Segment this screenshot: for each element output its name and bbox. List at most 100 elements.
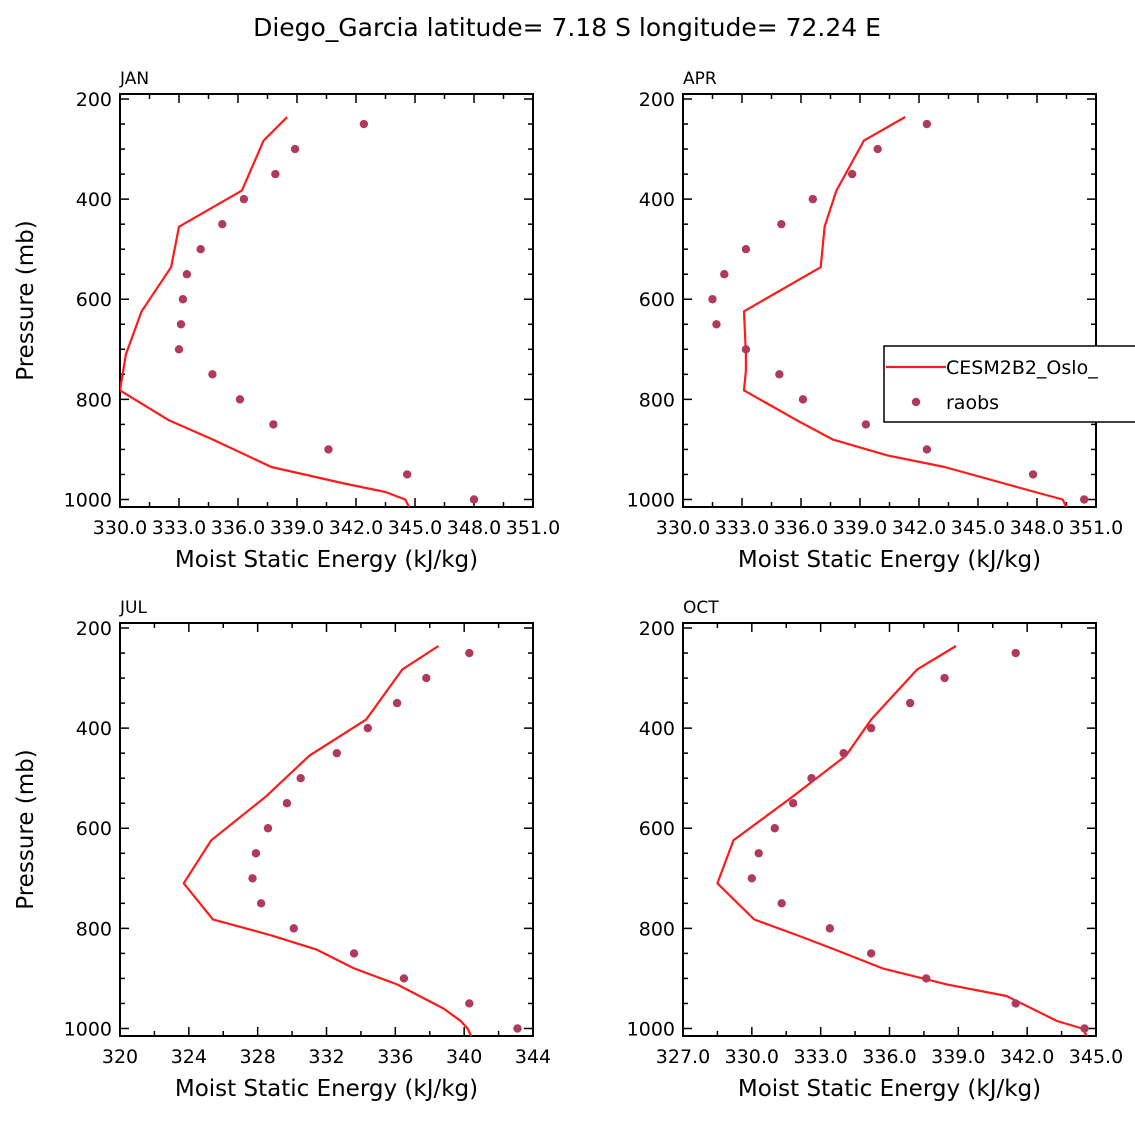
x-tick-label: 339.0	[270, 517, 324, 539]
x-axis-label: Moist Static Energy (kJ/kg)	[175, 1076, 478, 1102]
raobs-point	[349, 949, 359, 958]
raobs-point	[798, 395, 808, 404]
model-line	[120, 116, 411, 507]
y-tick-label: 1000	[64, 1018, 112, 1040]
x-tick-label: 342.0	[1000, 1046, 1054, 1068]
x-tick-label: 342.0	[892, 517, 946, 539]
raobs-point	[392, 698, 402, 708]
raobs-point	[777, 899, 786, 908]
y-tick-label: 600	[639, 289, 675, 311]
raobs-point	[248, 874, 257, 883]
x-axis-label: Moist Static Energy (kJ/kg)	[738, 547, 1041, 573]
plot-frame	[682, 622, 1097, 1037]
y-tick-label: 600	[639, 818, 675, 840]
raobs-point	[196, 244, 205, 254]
x-tick-label: 339.0	[833, 517, 887, 539]
raobs-point	[402, 470, 412, 479]
raobs-point	[469, 495, 479, 504]
x-tick-label: 340	[446, 1046, 482, 1068]
raobs-point	[873, 144, 882, 154]
model-line	[716, 645, 1088, 1036]
raobs-point	[720, 270, 729, 279]
raobs-point	[513, 1024, 522, 1033]
plot-area	[716, 645, 1088, 1036]
plot-area	[120, 116, 411, 507]
y-axis-label: Pressure (mb)	[13, 220, 39, 380]
raobs-point	[839, 748, 848, 758]
x-tick-label: 328	[240, 1046, 276, 1068]
raobs-point	[324, 445, 333, 454]
x-tick-label: 336	[377, 1046, 413, 1068]
x-tick-label: 332	[308, 1046, 344, 1068]
panel-label: JUL	[119, 598, 147, 618]
raobs-point	[712, 320, 721, 329]
raobs-point	[271, 169, 280, 179]
raobs-point	[808, 194, 817, 204]
y-tick-label: 1000	[627, 1018, 675, 1040]
figure-title: Diego_Garcia latitude= 7.18 S longitude=…	[253, 13, 881, 42]
raobs-point	[332, 748, 342, 758]
x-axis-label: Moist Static Energy (kJ/kg)	[175, 547, 478, 573]
raobs-point	[289, 924, 299, 933]
raobs-point	[174, 345, 184, 354]
raobs-point	[775, 370, 784, 379]
raobs-point	[178, 295, 188, 304]
raobs-point	[208, 370, 217, 379]
raobs-point	[922, 974, 931, 983]
y-tick-label: 400	[76, 718, 112, 740]
raobs-point	[269, 420, 278, 429]
raobs-point	[399, 974, 409, 983]
raobs-point	[256, 899, 266, 908]
raobs-point	[866, 949, 876, 958]
raobs-point	[359, 119, 369, 129]
chart-panel-oct: OCT 200 400 600 800 1000 327.0 330.0 333.0 336.0 3…	[627, 598, 1124, 1102]
x-tick-label: 333.0	[152, 517, 206, 539]
x-tick-label: 342.0	[329, 517, 383, 539]
plot-frame	[682, 93, 1097, 508]
raobs-point	[251, 849, 261, 858]
legend-point-swatch	[911, 397, 921, 407]
raobs-point	[788, 799, 798, 808]
x-tick-label: 345.0	[951, 517, 1005, 539]
plot-frame	[119, 622, 534, 1037]
raobs-point	[1080, 1024, 1089, 1033]
x-tick-label: 320	[102, 1046, 138, 1068]
y-tick-label: 400	[76, 189, 112, 211]
x-tick-label: 327.0	[656, 1046, 710, 1068]
x-tick-label: 330.0	[725, 1046, 779, 1068]
y-tick-label: 800	[639, 389, 675, 411]
legend-model-label: CESM2B2_Oslo_	[946, 357, 1098, 379]
raobs-point	[263, 824, 273, 833]
x-tick-label: 345.0	[1069, 1046, 1123, 1068]
raobs-point	[290, 144, 300, 154]
y-tick-label: 200	[639, 89, 675, 111]
legend-obs-label: raobs	[946, 392, 999, 414]
raobs-point	[922, 119, 932, 129]
panel-label: OCT	[683, 598, 719, 618]
x-tick-label: 348.0	[447, 517, 501, 539]
x-tick-label: 336.0	[774, 517, 828, 539]
y-tick-label: 800	[76, 389, 112, 411]
x-tick-label: 336.0	[211, 517, 265, 539]
plot-area	[182, 645, 473, 1036]
x-tick-label: 345.0	[388, 517, 442, 539]
model-line	[182, 645, 473, 1036]
model-line	[742, 116, 1068, 507]
raobs-point	[218, 219, 227, 229]
raobs-point	[777, 219, 786, 229]
raobs-point	[465, 999, 474, 1008]
raobs-point	[182, 270, 192, 279]
y-tick-label: 1000	[627, 489, 675, 511]
raobs-point	[1080, 495, 1089, 504]
y-tick-label: 400	[639, 718, 675, 740]
raobs-point	[747, 874, 757, 883]
panel-label: JAN	[119, 69, 149, 89]
x-tick-label: 336.0	[862, 1046, 916, 1068]
y-tick-label: 800	[639, 918, 675, 940]
x-tick-label: 339.0	[931, 1046, 985, 1068]
raobs-point	[296, 773, 305, 783]
legend-box	[883, 345, 1135, 423]
y-axis-label: Pressure (mb)	[13, 749, 39, 909]
